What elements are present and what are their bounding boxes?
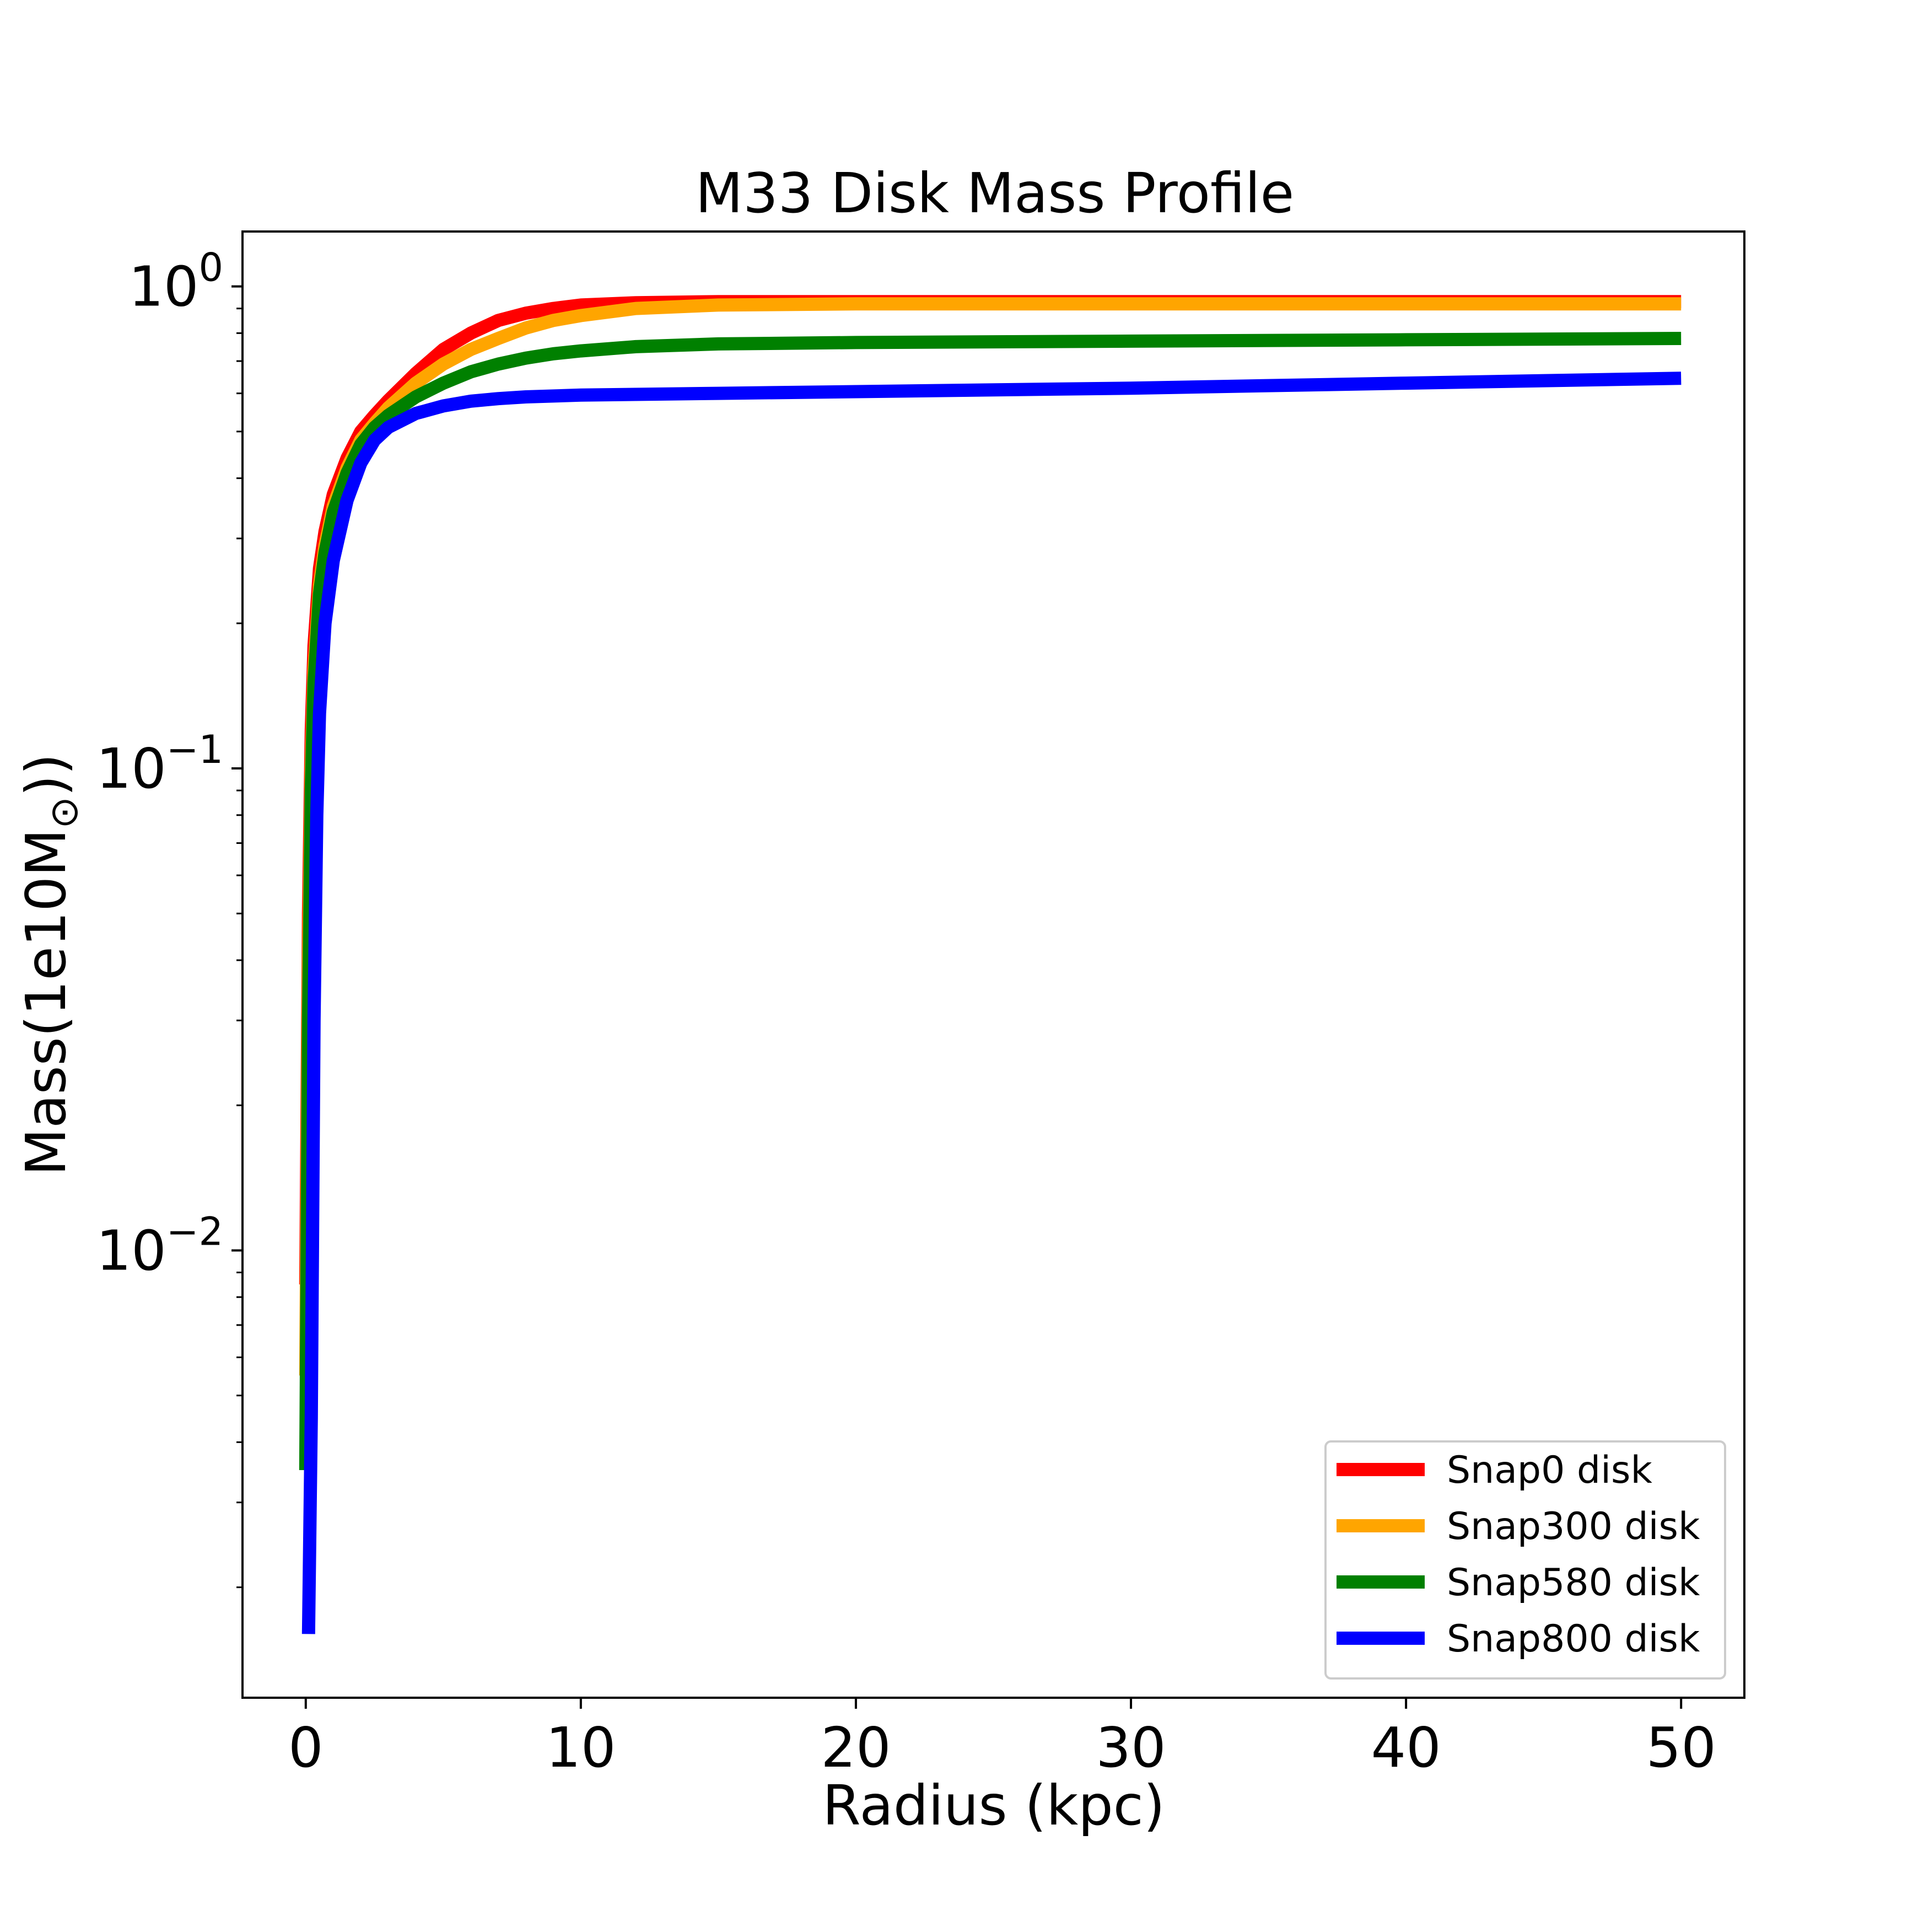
series-line-3 [299, 332, 1682, 1471]
y-axis-label: Mass(1e10M⊙)) [14, 754, 87, 1176]
legend-box [1324, 1440, 1726, 1680]
x-tick-label: 10 [546, 1715, 616, 1780]
plot-frame [241, 230, 1745, 1699]
series-line-4 [301, 372, 1682, 1634]
series-layer [299, 295, 1682, 1634]
x-tick-label: 20 [821, 1715, 891, 1780]
y-axis-label-suffix: )) [14, 754, 78, 797]
y-axis-label-subscript: ⊙ [41, 797, 87, 829]
legend-items: Snap0 disk Snap300 disk Snap580 disk Snap80… [1337, 1449, 1700, 1661]
y-axis: 10−2 10−1 100 [96, 245, 243, 1589]
legend-label-2: Snap300 disk [1447, 1505, 1700, 1548]
x-tick-label: 40 [1371, 1715, 1441, 1780]
legend: Snap0 disk Snap300 disk Snap580 disk Snap80… [1324, 1440, 1726, 1680]
x-tick-label: 0 [288, 1715, 324, 1780]
x-tick-label: 50 [1646, 1715, 1716, 1780]
y-tick-label: 10−2 [96, 1209, 223, 1283]
y-tick-label: 10−1 [96, 727, 223, 801]
legend-label-1: Snap0 disk [1447, 1449, 1652, 1492]
x-axis-label: Radius (kpc) [822, 1773, 1165, 1838]
x-tick-label: 30 [1096, 1715, 1166, 1780]
y-axis-label-main: Mass(1e10M [14, 829, 78, 1176]
chart-title: M33 Disk Mass Profile [696, 161, 1294, 225]
y-tick-label: 100 [128, 245, 223, 319]
x-axis: 0 10 20 30 40 50 [288, 1698, 1716, 1780]
legend-label-4: Snap800 disk [1447, 1617, 1700, 1661]
legend-label-3: Snap580 disk [1447, 1561, 1700, 1605]
